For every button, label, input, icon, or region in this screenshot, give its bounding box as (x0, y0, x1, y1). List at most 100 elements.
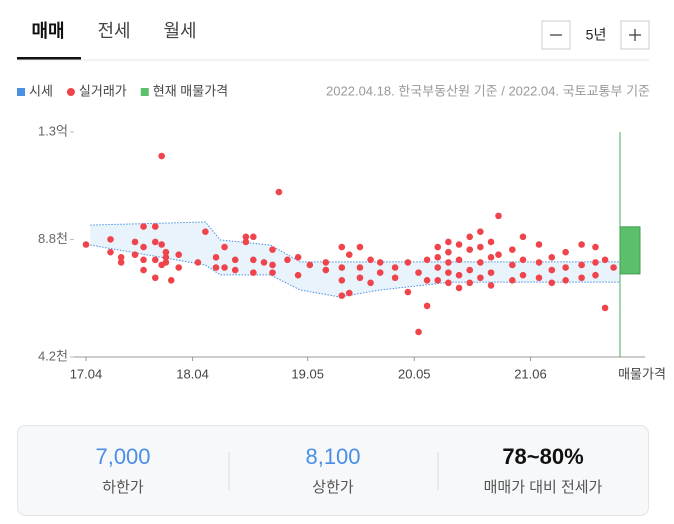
band-upper (90, 221, 620, 263)
deal-point (162, 248, 170, 256)
legend-label: 실거래가 (79, 83, 127, 98)
deal-point (356, 264, 364, 271)
y-tick-label: 8.8천 (38, 231, 68, 246)
tab[interactable]: 전세 (97, 21, 130, 41)
deal-point (82, 241, 90, 248)
deal-point (107, 248, 114, 256)
x-tick-label: 19.05 (291, 366, 324, 381)
deal-point (434, 276, 442, 284)
deal-point (391, 274, 399, 282)
deal-point (221, 243, 228, 251)
x-tick-label: 18.04 (176, 366, 209, 381)
summary-value: 8,100 (305, 444, 360, 469)
deal-point (562, 264, 569, 271)
x-tick-label: 21.06 (514, 366, 547, 381)
deal-point (423, 302, 431, 310)
deal-point (495, 251, 502, 259)
deal-point (519, 233, 527, 241)
deal-point (445, 238, 452, 246)
deal-point (477, 243, 484, 251)
deal-point (107, 236, 114, 243)
deal-point (221, 264, 228, 271)
y-tick-label: 1.3억 (38, 123, 68, 138)
deal-point (367, 279, 374, 287)
deal-point (519, 256, 527, 264)
summary-value: 78~80% (502, 444, 583, 469)
tab[interactable]: 월세 (163, 21, 196, 41)
deal-point (338, 292, 346, 299)
deal-point (117, 253, 125, 261)
deal-point (455, 284, 463, 292)
deal-point (231, 256, 239, 264)
deal-point (151, 238, 159, 246)
deal-point (376, 269, 384, 276)
deal-point (269, 261, 276, 269)
deal-point (338, 243, 346, 251)
deal-point (535, 241, 543, 248)
deal-point (455, 241, 463, 248)
band-lower (90, 244, 620, 298)
deal-point (231, 266, 239, 274)
deal-point (487, 269, 495, 276)
deal-point (162, 259, 170, 266)
deal-point (466, 233, 474, 241)
deal-point (423, 276, 431, 284)
deal-point (535, 274, 543, 282)
summary-label: 매매가 대비 전세가 (484, 479, 603, 496)
button-box (541, 20, 571, 50)
deal-point (466, 279, 474, 287)
deal-point (434, 253, 442, 261)
deal-point (242, 233, 250, 241)
deal-point (294, 271, 302, 279)
deal-point (140, 266, 147, 274)
minus-button[interactable] (541, 20, 571, 50)
deal-point (140, 256, 147, 264)
deal-point (445, 279, 452, 287)
deal-point (194, 259, 202, 266)
deal-point (548, 279, 556, 287)
deal-point (131, 238, 139, 246)
deal-point (117, 259, 125, 266)
deal-point (151, 223, 159, 230)
deal-point (404, 259, 412, 266)
y-tick-label: 4.2천 (38, 348, 68, 363)
deal-point (548, 266, 556, 274)
deal-point (131, 251, 139, 259)
deal-point (477, 228, 484, 236)
deal-point (592, 259, 599, 266)
deal-point (455, 256, 463, 264)
legend-label: 시세 (29, 83, 53, 98)
deal-point (509, 246, 516, 253)
deal-point (592, 243, 599, 251)
deal-point (158, 241, 165, 248)
deal-point (434, 264, 442, 271)
deal-point (578, 261, 585, 269)
deal-point (487, 253, 495, 261)
legend-label: 현재 매물가격 (153, 83, 228, 98)
deal-point (140, 243, 147, 251)
x-tick-label: 20.05 (398, 366, 431, 381)
deal-point (158, 152, 165, 160)
deal-point (455, 271, 463, 279)
deal-point (140, 223, 147, 230)
deal-point (578, 241, 585, 248)
tab-active[interactable]: 매매 (31, 21, 64, 41)
legend-swatch (66, 88, 75, 96)
deal-point (162, 253, 170, 261)
deal-point (610, 264, 617, 271)
deal-point (151, 256, 159, 264)
deal-point (445, 269, 452, 276)
deal-point (466, 266, 474, 274)
deal-point (477, 259, 484, 266)
summary-label: 상한가 (312, 479, 354, 496)
deal-point (562, 276, 569, 284)
deal-point (275, 188, 283, 196)
deal-point (562, 248, 569, 256)
deal-point (269, 269, 276, 276)
deal-point (212, 253, 220, 261)
deal-point (306, 261, 314, 269)
legend-swatch (17, 88, 25, 96)
deal-point (175, 264, 183, 271)
listing-range (619, 226, 641, 275)
plus-button[interactable] (620, 20, 650, 50)
